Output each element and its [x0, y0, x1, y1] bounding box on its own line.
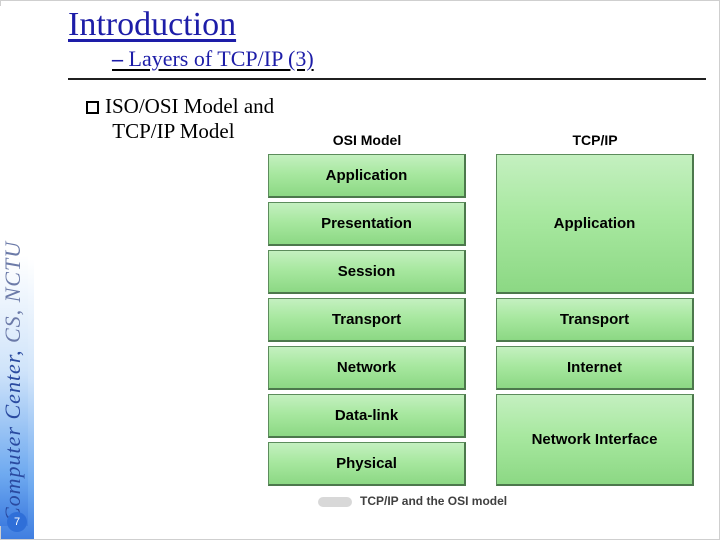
caption-figure-number-smudge-icon [318, 497, 352, 507]
sidebar-affiliation-text: Computer Center, CS, NCTU [0, 6, 28, 526]
osi-layer-network: Network [268, 346, 466, 390]
page-number-value: 7 [14, 516, 20, 528]
osi-layer-physical: Physical [268, 442, 466, 486]
bullet-line-2: TCP/IP Model [112, 119, 234, 143]
sidebar-text-secondary: CS, NCTU [0, 241, 25, 343]
caption-text: TCP/IP and the OSI model [360, 494, 507, 508]
tcpip-layer-application: Application [496, 154, 694, 294]
tcpip-layer-transport: Transport [496, 298, 694, 342]
osi-layer-transport: Transport [268, 298, 466, 342]
tcpip-layer-internet: Internet [496, 346, 694, 390]
page-number-badge: 7 [7, 512, 27, 532]
hollow-square-bullet-icon [86, 101, 99, 114]
page-title: Introduction [68, 6, 708, 44]
bullet-line-1: ISO/OSI Model and [105, 94, 274, 118]
sidebar-text-primary: Computer Center, [0, 343, 25, 522]
subtitle-text: Layers of TCP/IP (3) [129, 46, 314, 71]
subtitle-dash: – [112, 46, 123, 71]
osi-layer-application: Application [268, 154, 466, 198]
column-heading-tcpip: TCP/IP [496, 132, 694, 148]
osi-layer-datalink: Data-link [268, 394, 466, 438]
osi-layer-session: Session [268, 250, 466, 294]
tcpip-layer-network-interface: Network Interface [496, 394, 694, 486]
diagram-caption: TCP/IP and the OSI model [318, 494, 507, 508]
content-area: Introduction – Layers of TCP/IP (3) ISO/… [68, 6, 708, 144]
osi-layer-presentation: Presentation [268, 202, 466, 246]
page-subtitle: – Layers of TCP/IP (3) [112, 46, 708, 72]
column-heading-osi: OSI Model [268, 132, 466, 148]
title-divider [68, 78, 706, 80]
